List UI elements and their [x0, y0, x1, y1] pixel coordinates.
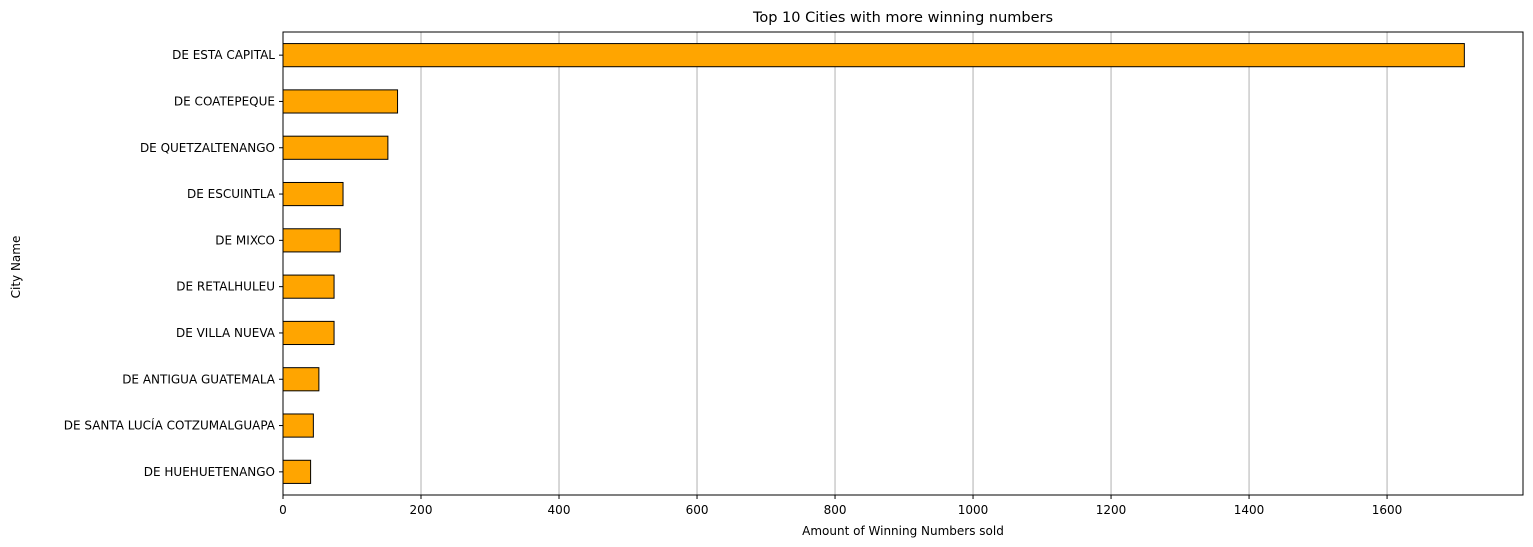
bars	[282, 43, 1465, 484]
y-tick-label: DE QUETZALTENANGO	[140, 141, 275, 155]
y-axis-ticks: DE ESTA CAPITAL DE COATEPEQUE DE QUETZALTE…	[64, 48, 283, 479]
y-tick-label: DE ANTIGUA GUATEMALA	[122, 372, 276, 386]
plot-frame	[282, 31, 1524, 496]
bar	[282, 228, 341, 253]
y-tick-label: DE ESTA CAPITAL	[172, 48, 275, 62]
x-tick-label: 0	[279, 503, 287, 517]
y-tick-label: DE MIXCO	[215, 233, 275, 247]
x-tick-label: 1600	[1372, 503, 1403, 517]
chart-title: Top 10 Cities with more winning numbers	[752, 10, 1053, 26]
bar	[282, 43, 1465, 68]
bar	[282, 320, 335, 346]
bar	[282, 274, 335, 299]
y-axis-label: City Name	[9, 236, 23, 299]
x-gridlines	[282, 32, 1388, 495]
y-tick-label: DE ESCUINTLA	[187, 187, 276, 201]
y-tick-label: DE RETALHULEU	[176, 280, 275, 294]
bar	[282, 89, 399, 114]
x-tick-label: 400	[548, 503, 571, 517]
y-tick-label: DE HUEHUETENANGO	[144, 465, 275, 479]
x-tick-label: 1200	[1096, 503, 1127, 517]
axes-frame	[282, 31, 1524, 496]
bar	[282, 367, 320, 392]
x-tick-label: 1000	[958, 503, 989, 517]
x-tick-label: 1400	[1234, 503, 1265, 517]
y-tick-label: DE SANTA LUCÍA COTZUMALGUAPA	[64, 418, 276, 433]
x-tick-label: 200	[410, 503, 433, 517]
y-tick-label: DE COATEPEQUE	[174, 94, 275, 108]
x-axis-label: Amount of Winning Numbers sold	[802, 524, 1004, 538]
bar	[282, 459, 312, 484]
bar	[282, 135, 389, 160]
y-tick-label: DE VILLA NUEVA	[176, 326, 276, 340]
x-tick-label: 800	[824, 503, 847, 517]
bar	[282, 413, 314, 438]
x-tick-label: 600	[686, 503, 709, 517]
x-axis-ticks: 0 200 400 600 800 1000 1200 1400 1600	[279, 495, 1402, 517]
bar	[282, 181, 344, 207]
